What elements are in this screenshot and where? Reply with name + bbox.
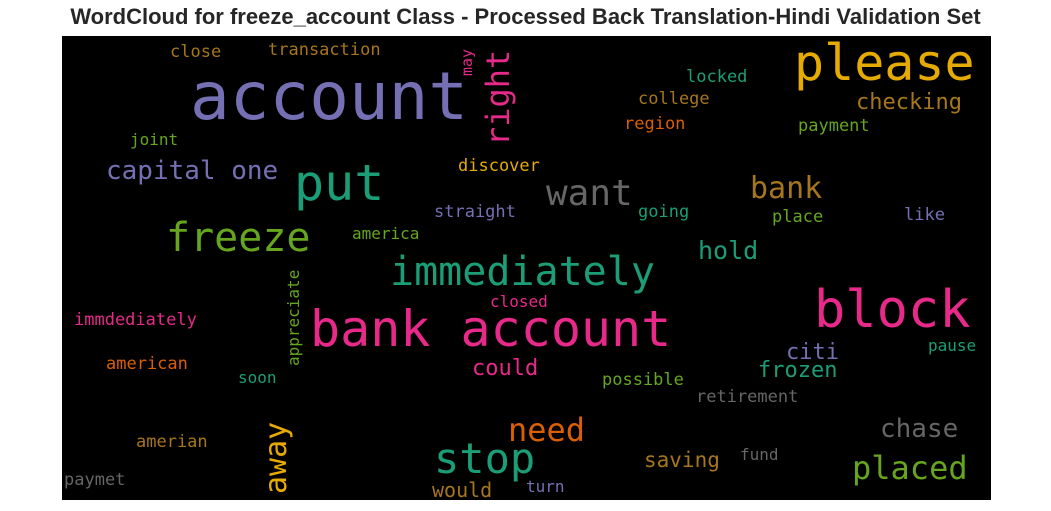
word-immediately: immediately xyxy=(390,249,655,295)
word-discover: discover xyxy=(458,156,540,176)
word-away: away xyxy=(259,421,294,494)
word-possible: possible xyxy=(602,370,684,390)
word-joint: joint xyxy=(130,130,179,149)
word-pause: pause xyxy=(928,336,977,355)
word-payment: payment xyxy=(798,116,870,136)
word-region: region xyxy=(624,114,686,134)
word-account: account xyxy=(190,58,469,135)
word-appreciate: appreciate xyxy=(284,269,303,366)
word-closed: closed xyxy=(490,292,548,311)
word-soon: soon xyxy=(238,368,277,387)
word-bank: bank xyxy=(750,171,823,206)
word-put: put xyxy=(294,154,385,212)
wordcloud-canvas: account please block bank account put immedia… xyxy=(62,36,991,500)
word-paymet: paymet xyxy=(64,470,126,490)
word-hold: hold xyxy=(698,236,759,265)
word-like: like xyxy=(904,205,945,225)
word-frozen: frozen xyxy=(758,358,838,383)
word-checking: checking xyxy=(856,90,962,115)
word-retirement: retirement xyxy=(696,387,799,407)
word-immdediately: immdediately xyxy=(74,310,197,330)
word-freeze: freeze xyxy=(166,215,311,261)
word-close: close xyxy=(170,42,222,62)
word-could: could xyxy=(472,356,539,381)
word-turn: turn xyxy=(526,477,565,496)
word-straight: straight xyxy=(434,202,516,222)
word-want: want xyxy=(546,173,633,214)
word-american: american xyxy=(106,354,188,374)
word-america: america xyxy=(352,224,420,243)
word-going: going xyxy=(638,202,690,222)
word-locked: locked xyxy=(686,67,748,87)
word-transaction: transaction xyxy=(268,40,381,60)
word-college: college xyxy=(638,89,710,109)
word-block: block xyxy=(814,280,971,340)
chart-title: WordCloud for freeze_account Class - Pro… xyxy=(70,4,981,29)
word-please: please xyxy=(794,36,975,92)
word-place: place xyxy=(772,207,824,227)
word-stop: stop xyxy=(434,434,536,483)
word-citi: citi xyxy=(786,340,839,365)
word-capital-one: capital one xyxy=(106,156,279,186)
word-amerian: amerian xyxy=(136,432,208,452)
word-chase: chase xyxy=(880,414,959,444)
word-may: may xyxy=(458,48,476,76)
word-right: right xyxy=(479,49,517,146)
word-placed: placed xyxy=(852,449,968,487)
word-saving: saving xyxy=(644,448,720,472)
word-fund: fund xyxy=(740,445,779,464)
word-need: need xyxy=(508,411,586,449)
word-bank-account: bank account xyxy=(310,300,672,358)
word-would: would xyxy=(432,478,493,500)
